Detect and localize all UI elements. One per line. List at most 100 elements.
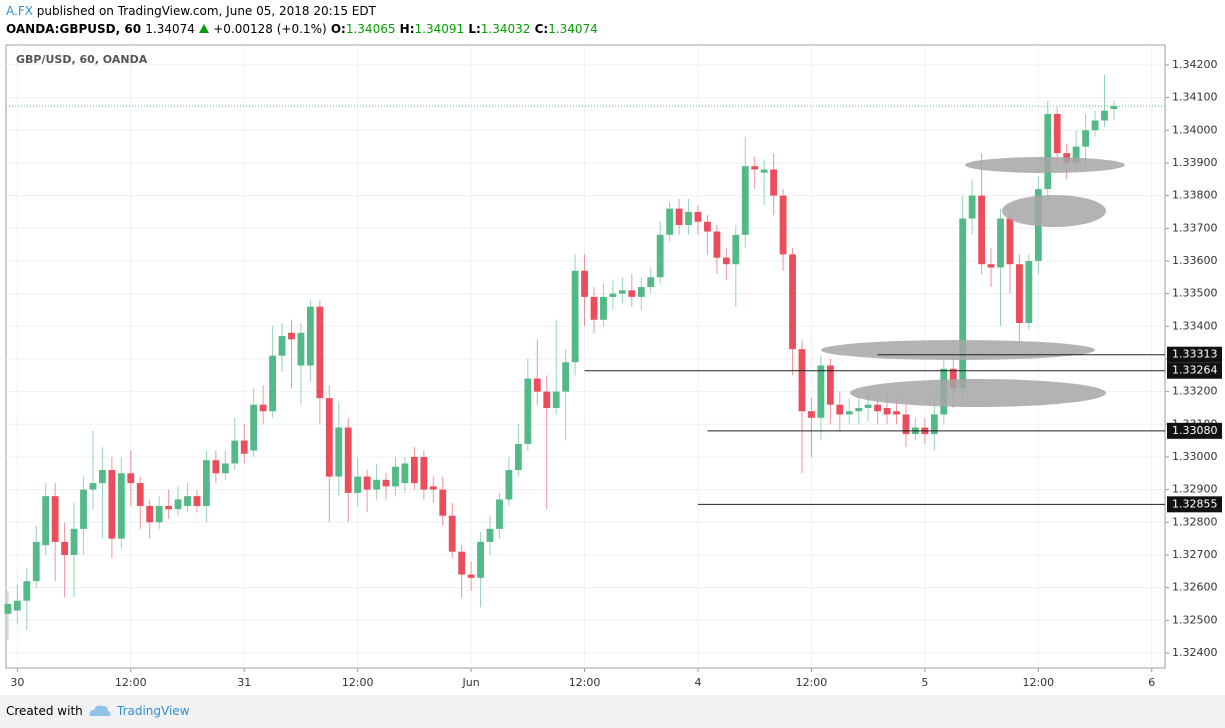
candle-body (99, 470, 106, 484)
candle-body (666, 208, 674, 235)
candle-body (1091, 120, 1099, 131)
candle-body (212, 460, 220, 474)
candle-body (70, 528, 78, 555)
x-tick-label: 12:00 (1022, 676, 1054, 689)
candle-body (127, 473, 135, 484)
ohlc-value: 1.34074 (548, 22, 598, 36)
candle-body (184, 496, 191, 506)
ohlc-l: L:1.34032 (468, 22, 530, 36)
price-label-box (1167, 422, 1222, 439)
ellipse (850, 379, 1106, 407)
candle-body (770, 169, 778, 196)
candle-body (760, 169, 768, 173)
y-tick-label: 1.32900 (1172, 483, 1218, 496)
y-tick-label: 1.32600 (1172, 581, 1218, 594)
candle-body (751, 166, 759, 170)
candle-body (354, 476, 362, 493)
candle-body (193, 496, 201, 506)
candle-body (335, 427, 343, 477)
candle-body (51, 496, 59, 542)
brand[interactable]: TradingView (117, 704, 190, 718)
ohlc-label: H: (399, 22, 415, 36)
y-tick-label: 1.34000 (1172, 123, 1218, 136)
price-label-box (1167, 346, 1222, 363)
candle-body (704, 221, 711, 232)
candle-body (344, 427, 352, 493)
candle-body (845, 411, 853, 415)
candle-body (108, 470, 116, 539)
candle-body (278, 336, 286, 356)
candle-body (675, 208, 683, 226)
up-arrow (199, 24, 210, 33)
candle-body (694, 211, 702, 222)
price-label: 1.33264 (1172, 364, 1218, 377)
candle-body (42, 496, 50, 546)
candle-body (779, 195, 787, 255)
y-tick-label: 1.32800 (1172, 515, 1218, 528)
candle-body (902, 414, 910, 435)
candle-body (1110, 106, 1118, 110)
x-tick-label: 31 (237, 676, 251, 689)
candle-body (221, 463, 229, 474)
published: published on TradingView.com, June 05, 2… (36, 4, 376, 18)
candle-body (1101, 110, 1108, 121)
x-tick-label: 12:00 (115, 676, 147, 689)
candle-body (269, 355, 276, 412)
price-label-box (1167, 496, 1222, 513)
candle-body (325, 398, 333, 477)
candle-body (930, 414, 938, 435)
candle-body (240, 440, 248, 454)
y-tick-label: 1.33900 (1172, 156, 1218, 169)
price-label: 1.33080 (1172, 424, 1218, 437)
candle-body (552, 391, 560, 408)
candle-body (732, 234, 740, 265)
ohlc-label: O: (330, 22, 346, 36)
x-tick-label: 12:00 (796, 676, 828, 689)
y-tick-label: 1.32400 (1172, 646, 1218, 659)
candle-body (23, 581, 31, 601)
candle-body (978, 195, 986, 265)
candle-body (439, 489, 447, 516)
candle-body (628, 290, 636, 297)
candle-body (1044, 113, 1052, 190)
y-tick-label: 1.33700 (1172, 221, 1218, 234)
candle-body (420, 456, 428, 490)
candle-body (713, 231, 721, 258)
logo (89, 705, 111, 716)
candle-body (874, 404, 882, 412)
author[interactable]: A.FX (6, 4, 33, 18)
candle-body (855, 407, 863, 412)
candle-body (533, 378, 541, 392)
candle-body (826, 365, 834, 405)
chart-title: GBP/USD, 60, OANDA (16, 53, 148, 66)
price-label-box (1167, 362, 1222, 379)
candle-body (401, 463, 409, 484)
candle-body (618, 290, 626, 294)
candle-body (316, 306, 324, 399)
candle-body (505, 470, 513, 500)
price: 1.34074 (145, 22, 195, 36)
published-line: A.FX published on TradingView.com, June … (6, 4, 376, 18)
y-tick-label: 1.33000 (1172, 450, 1218, 463)
candle-body (165, 505, 173, 510)
candle-body (61, 541, 69, 555)
ohlc-value: 1.34065 (345, 22, 396, 36)
candle-body (392, 466, 399, 487)
candle-body (1072, 146, 1080, 163)
candle-body (80, 489, 87, 529)
candle-body (997, 218, 1004, 268)
candle-body (1025, 260, 1033, 324)
candle-body (231, 440, 239, 464)
candle-body (259, 404, 267, 412)
change: +0.00128 (+0.1%) (213, 22, 327, 36)
candle-body (13, 600, 21, 611)
price-lines (6, 105, 1165, 505)
candle-body (4, 603, 12, 614)
y-tick-label: 1.33400 (1172, 319, 1218, 332)
candle-body (798, 349, 806, 412)
candle-body (203, 460, 210, 506)
candle-body (429, 486, 437, 490)
price-label: 1.32855 (1172, 497, 1218, 510)
candle-body (382, 479, 390, 487)
x-tick-label: 5 (921, 676, 928, 689)
